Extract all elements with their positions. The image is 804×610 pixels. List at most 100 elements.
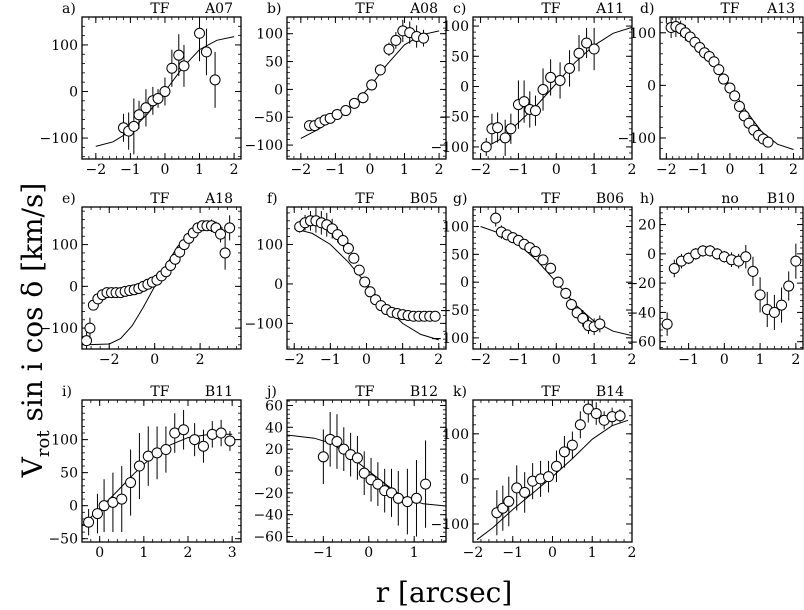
data-point [661,318,673,330]
panel-frame [472,16,633,160]
x-tick-label: 2 [184,545,193,561]
y-tick-label: 0 [69,279,78,295]
data-point [331,436,343,448]
panel-e: −2 0 2 −100 0 100 e) TF A18 [40,191,242,368]
x-tick-label: 1 [139,545,148,561]
panel-flag: TF [355,1,374,17]
y-tick-label: −40 [253,508,283,524]
y-tick-label: −20 [253,486,283,502]
panel-flag: no [721,191,738,207]
panel-letter: h) [640,191,654,207]
x-tick-label: −1 [313,545,334,561]
data-point [560,287,572,299]
y-tick-label: −50 [439,303,469,319]
data-point [733,100,745,112]
data-point [159,85,171,97]
data-point [499,132,511,144]
y-tick-label: −50 [439,110,469,126]
data-point [713,64,725,76]
data-point [420,478,432,490]
panel-galaxy-name: A11 [595,1,624,17]
x-tick-label: −1 [502,545,523,561]
panel-i: 0 1 2 3 −50 0 50 100 i) TF B11 [48,384,242,561]
data-point [573,47,585,59]
y-tick-label: 50 [60,466,78,482]
panel-g: −2 −1 0 1 2 −100 −50 0 50 100 g) TF B06 [431,191,637,368]
data-point [718,73,730,85]
data-point [790,255,802,267]
y-tick-label: 50 [451,247,469,263]
x-tick-label: 2 [230,162,239,178]
panel-flag: TF [541,191,560,207]
x-tick-label: 0 [365,162,374,178]
data-point [83,516,95,528]
data-point [724,82,736,94]
panel-flag: TF [355,191,374,207]
data-point [125,477,137,489]
data-point [577,312,589,324]
x-tick-label: 1 [398,352,407,368]
panel-f: −2 −1 0 1 2 −100 0 100 f) TF B05 [245,191,447,368]
data-point [173,49,185,61]
x-tick-label: 1 [590,352,599,368]
x-tick-label: 0 [552,162,561,178]
x-tick-label: 0 [150,352,159,368]
y-tick-label: −50 [48,532,78,548]
model-curve [480,26,632,151]
data-point [668,262,680,274]
data-point [128,120,140,132]
y-tick-label: −40 [626,305,656,321]
y-tick-label: −100 [40,131,78,147]
x-tick-label: −1 [508,352,529,368]
x-tick-label: 1 [588,545,597,561]
data-point [317,451,329,463]
data-point [351,452,363,464]
y-tick-label: 50 [265,55,283,71]
panel-letter: c) [453,1,466,17]
data-point [505,123,517,135]
data-point [783,280,795,292]
data-point [564,62,576,74]
y-tick-label: −60 [253,530,283,546]
data-point [729,90,741,102]
x-tick-label: −2 [463,545,484,561]
data-point [224,222,236,234]
data-point [537,254,549,266]
panel-galaxy-name: B05 [410,191,438,207]
y-tick-label: 100 [256,237,283,253]
x-tick-label: −2 [86,162,107,178]
data-point [519,486,531,498]
data-point [364,286,376,298]
data-point [492,122,504,134]
x-tick-label: 2 [435,162,444,178]
x-tick-label: −1 [120,162,141,178]
panel-galaxy-name: A13 [766,1,795,17]
panel-letter: f) [267,191,278,207]
data-point [348,97,360,109]
x-tick-label: −2 [284,352,305,368]
data-point [194,27,206,39]
x-tick-label: 1 [400,162,409,178]
panel-galaxy-name: B11 [205,384,233,400]
panel-plot-area [82,409,236,536]
x-tick-label: −2 [99,352,120,368]
x-tick-label: −1 [508,162,529,178]
data-point [594,318,606,330]
data-point [152,92,164,104]
y-tick-label: −100 [40,321,78,337]
data-point [776,299,788,311]
x-tick-label: 2 [434,352,443,368]
data-point [537,84,549,96]
panel-flag: TF [541,1,560,17]
x-tick-label: −1 [320,352,341,368]
data-point [200,46,212,58]
panel-a: −2 −1 0 1 2 −100 0 100 a) TF A07 [40,1,242,178]
panel-flag: TF [150,1,169,17]
x-tick-label: 0 [364,545,373,561]
x-tick-label: 2 [196,352,205,368]
y-tick-label: 100 [51,238,78,254]
panel-plot-area [476,400,629,541]
data-point [215,228,227,240]
